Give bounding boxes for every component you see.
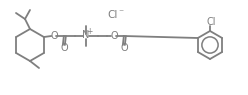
Text: Cl: Cl — [108, 10, 118, 20]
Text: O: O — [61, 43, 68, 53]
Text: Cl: Cl — [206, 17, 216, 27]
Text: O: O — [110, 31, 118, 41]
Text: +: + — [87, 27, 93, 36]
Text: O: O — [121, 43, 128, 53]
Text: N: N — [82, 30, 90, 40]
Text: O: O — [50, 31, 58, 41]
Text: ⁻: ⁻ — [118, 8, 123, 18]
